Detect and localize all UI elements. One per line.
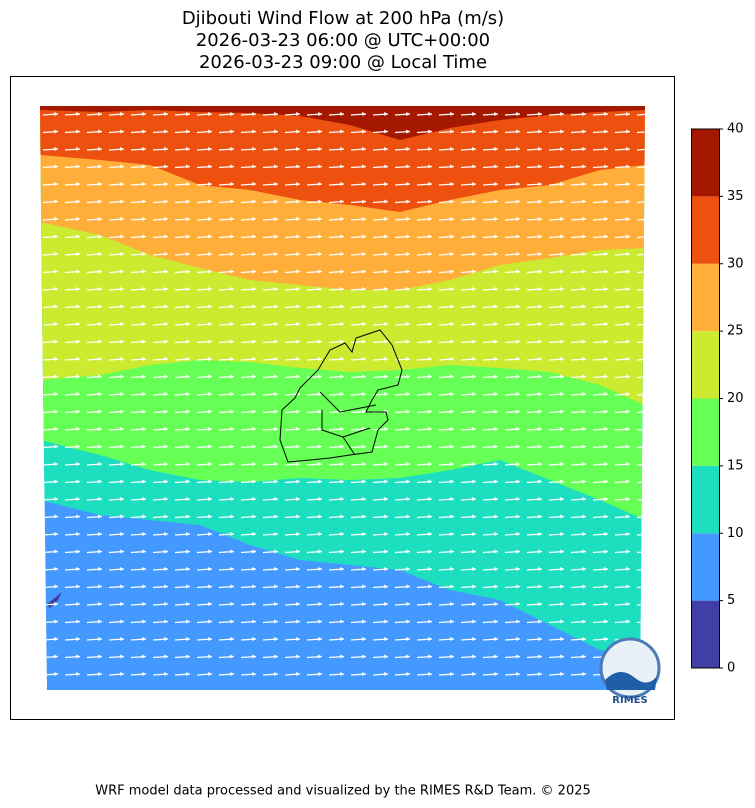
colorbar-segment <box>691 600 719 668</box>
footer: WRF model data processed and visualized … <box>95 784 591 799</box>
colorbar: 0 5 10 15 20 25 30 35 40 <box>691 122 744 676</box>
colorbar-tick-label: 35 <box>727 189 744 204</box>
colorbar-segment <box>691 533 719 601</box>
colorbar-tick-label: 10 <box>727 526 744 541</box>
map-frame <box>10 76 675 720</box>
title-line: 2026-03-23 06:00 @ UTC+00:00 <box>196 30 490 51</box>
colorbar-segment <box>691 331 719 399</box>
country-border <box>279 329 403 463</box>
colorbar-segment <box>691 196 719 264</box>
logo: RIMES <box>599 637 661 706</box>
colorbar-tick-label: 20 <box>727 391 744 406</box>
logo-text: RIMES <box>612 695 647 706</box>
colorbar-segment <box>691 129 719 197</box>
colorbar-tick-label: 25 <box>727 324 744 339</box>
colorbar-tick-label: 30 <box>727 256 744 271</box>
title-line: Djibouti Wind Flow at 200 hPa (m/s) <box>182 8 504 29</box>
colorbar-segment <box>691 465 719 534</box>
colorbar-tick-label: 5 <box>727 593 735 608</box>
colorbar-tick-label: 0 <box>727 661 735 676</box>
title-line: 2026-03-23 09:00 @ Local Time <box>199 52 487 73</box>
colorbar-segment <box>691 263 719 332</box>
colorbar-tick-label: 40 <box>727 122 744 137</box>
colorbar-segment <box>691 398 719 466</box>
wind-vectors <box>40 106 645 690</box>
colorbar-tick-label: 15 <box>727 458 744 473</box>
logo-wave <box>605 671 657 690</box>
